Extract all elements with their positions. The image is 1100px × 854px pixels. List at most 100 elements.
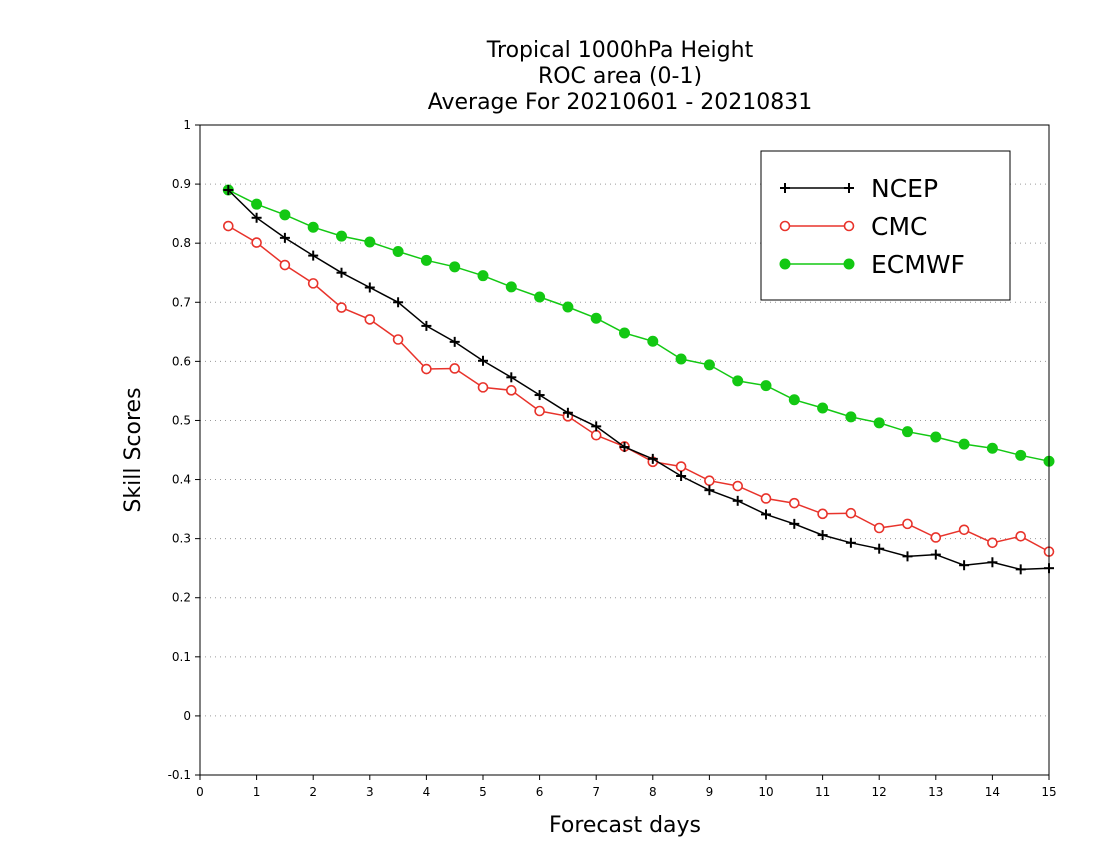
ecmwf-point: [420, 254, 432, 266]
ecmwf-point: [760, 380, 772, 392]
legend-label-ncep: NCEP: [871, 174, 938, 203]
ecmwf-point: [647, 335, 659, 347]
ncep-point: [959, 560, 970, 571]
x-tick-label: 12: [872, 785, 887, 799]
cmc-point: [251, 237, 262, 248]
ecmwf-point: [562, 301, 574, 313]
ecmwf-point: [590, 312, 602, 324]
cmc-point: [704, 475, 715, 487]
x-tick-label: 1: [253, 785, 261, 799]
ncep-point: [647, 453, 658, 464]
ecmwf-point: [1015, 449, 1027, 461]
x-tick-label: 5: [479, 785, 487, 799]
cmc-point: [534, 405, 545, 417]
cmc-point: [279, 259, 291, 271]
ncep-point: [845, 537, 856, 548]
ncep-point: [308, 250, 319, 261]
legend-marker-end-cmc: [843, 220, 855, 232]
legend-marker-start-cmc: [779, 220, 791, 232]
series-ncep: [223, 185, 1054, 575]
y-tick-label: 0.9: [172, 177, 191, 191]
ncep-point: [1015, 564, 1026, 575]
y-tick-label: 0: [183, 709, 191, 723]
y-tick-label: 0.5: [172, 413, 191, 427]
ncep-point: [562, 407, 573, 418]
cmc-point: [958, 524, 970, 536]
cmc-point: [930, 532, 942, 543]
y-tick-label: 0.7: [172, 295, 191, 309]
x-tick-label: 9: [706, 785, 714, 799]
series-lines: [222, 184, 1055, 575]
ecmwf-point: [845, 411, 857, 423]
x-tick-label: 6: [536, 785, 544, 799]
ecmwf-point: [619, 327, 630, 339]
cmc-point: [505, 385, 517, 396]
ncep-point: [393, 297, 404, 308]
ecmwf-point: [732, 375, 744, 387]
ecmwf-point: [364, 236, 376, 248]
cmc-point: [788, 497, 800, 509]
cmc-point: [590, 429, 602, 441]
cmc-point: [675, 461, 687, 472]
x-tick-label: 8: [649, 785, 657, 799]
y-tick-label: 0.4: [172, 473, 191, 487]
y-tick-label: 0.8: [172, 236, 191, 250]
y-tick-label: 0.6: [172, 354, 191, 368]
ecmwf-point: [505, 281, 517, 293]
legend-label-cmc: CMC: [871, 212, 927, 241]
ncep-point: [874, 543, 885, 554]
ncep-point: [619, 442, 630, 453]
ncep-point: [676, 471, 687, 481]
cmc-point: [1015, 530, 1027, 542]
ecmwf-point: [930, 431, 942, 443]
x-tick-label: 13: [928, 785, 943, 799]
legend-marker-start-ecmwf: [779, 258, 791, 270]
ncep-point: [478, 355, 488, 366]
ecmwf-point: [958, 438, 970, 450]
ncep-point: [930, 549, 941, 560]
ecmwf-point: [986, 442, 998, 454]
ecmwf-point: [392, 245, 404, 257]
ecmwf-point: [703, 359, 715, 371]
ecmwf-point: [477, 270, 489, 282]
legend-item-ecmwf: ECMWF: [779, 250, 965, 279]
cmc-point: [732, 480, 744, 492]
x-tick-label: 2: [309, 785, 317, 799]
legend-marker-end-ecmwf: [843, 258, 855, 270]
cmc-point: [223, 220, 234, 232]
x-tick-label: 7: [592, 785, 600, 799]
plot-frame: [199, 124, 1050, 776]
x-tick-label: 4: [423, 785, 431, 799]
legend: NCEP CMC ECMWF: [760, 150, 1011, 301]
ecmwf-point: [873, 417, 885, 429]
cmc-point: [364, 314, 376, 325]
x-tick-label: 11: [815, 785, 830, 799]
ncep-point: [223, 185, 234, 195]
ncep-point: [761, 509, 771, 520]
ecmwf-point: [251, 198, 263, 210]
title-line-3: Average For 20210601 - 20210831: [428, 90, 813, 115]
ncep-point: [449, 336, 460, 347]
legend-item-ncep: NCEP: [780, 174, 938, 203]
cmc-point: [307, 278, 319, 289]
ncep-point: [732, 495, 743, 506]
y-tick-label: 0.3: [172, 532, 191, 546]
ecmwf-point: [817, 402, 829, 414]
x-tick-label: 3: [366, 785, 374, 799]
ecmwf-point: [307, 221, 319, 233]
ncep-point: [364, 282, 375, 293]
cmc-point: [760, 493, 772, 504]
x-tick-label: 15: [1041, 785, 1056, 799]
ecmwf-point: [534, 291, 546, 303]
ncep-point: [421, 320, 432, 331]
cmc-point: [987, 537, 998, 549]
title-line-1: Tropical 1000hPa Height: [486, 38, 754, 63]
ncep-point: [251, 212, 262, 223]
ncep-point: [506, 372, 517, 383]
y-tick-label: 0.2: [172, 591, 191, 605]
legend-label-ecmwf: ECMWF: [871, 250, 965, 279]
cmc-point: [902, 518, 913, 530]
cmc-point: [421, 363, 432, 375]
